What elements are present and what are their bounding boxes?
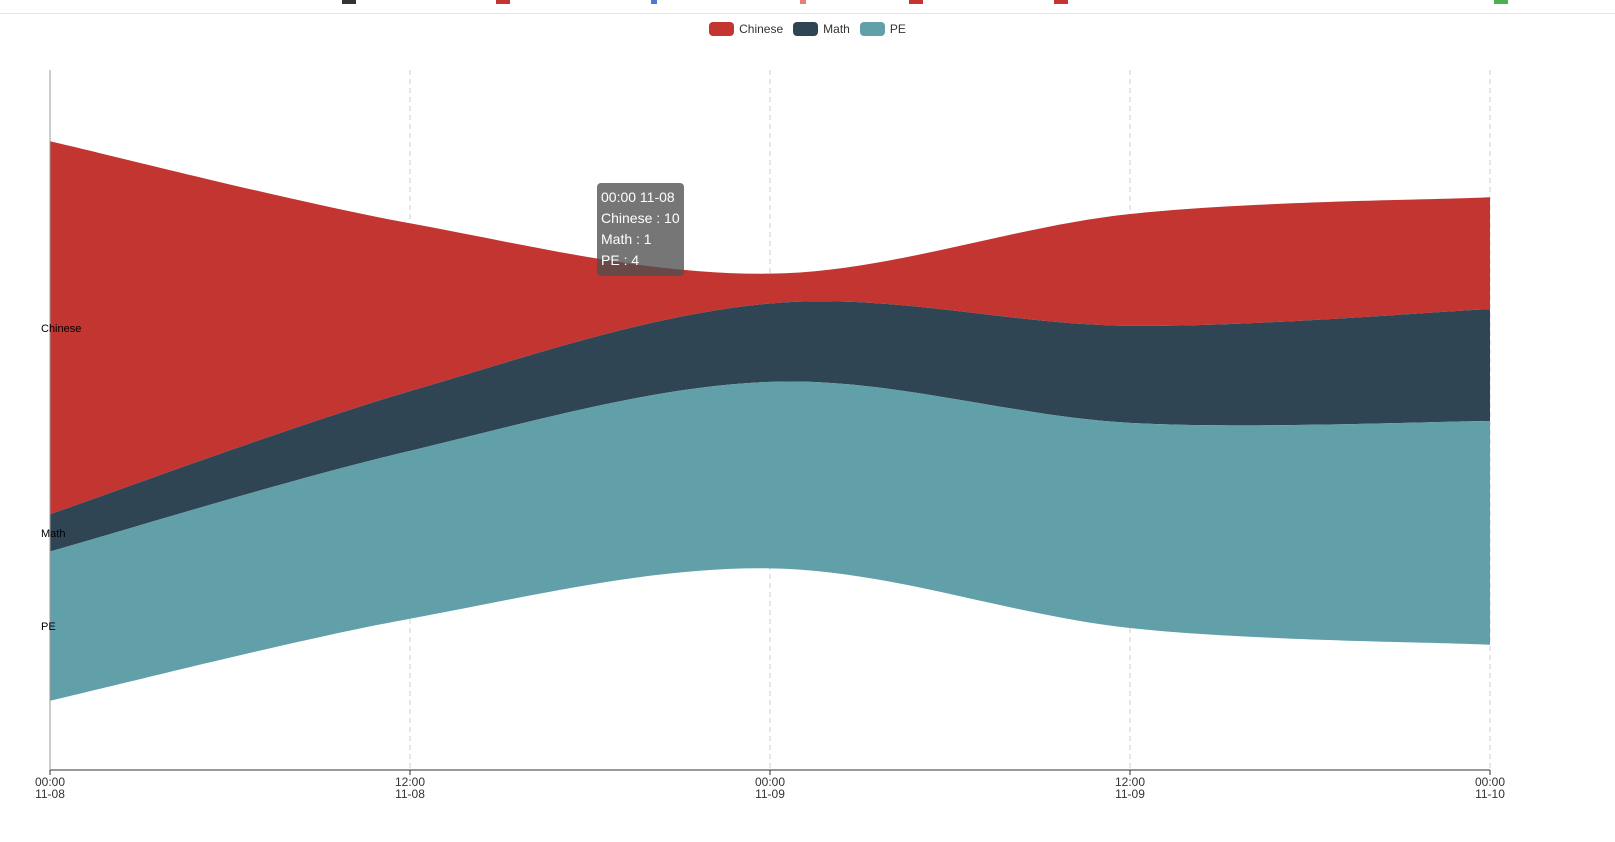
toolbar-mark bbox=[800, 0, 806, 4]
legend-item-pe[interactable]: PE bbox=[859, 22, 906, 36]
x-tick-label: 11-09 bbox=[1115, 787, 1145, 801]
toolbar-mark bbox=[342, 0, 356, 4]
river-band-pe[interactable] bbox=[50, 381, 1490, 701]
x-tick-label: 11-08 bbox=[395, 787, 425, 801]
time-axis: 00:0011-0812:0011-0800:0011-0912:0011-09… bbox=[35, 70, 1505, 801]
river-streams bbox=[50, 141, 1490, 701]
x-tick-label: 12:00 bbox=[395, 775, 425, 789]
legend-label: Math bbox=[823, 22, 850, 36]
series-labels: Chinese Math PE bbox=[41, 323, 81, 633]
series-label-pe: PE bbox=[41, 621, 56, 633]
x-tick-label: 00:00 bbox=[35, 775, 65, 789]
toolbar-mark bbox=[1054, 0, 1068, 4]
legend-swatch-icon bbox=[709, 22, 735, 36]
toolbar-mark bbox=[496, 0, 510, 4]
toolbar-mark bbox=[651, 0, 657, 4]
series-label-chinese: Chinese bbox=[41, 323, 81, 335]
legend-label: Chinese bbox=[739, 22, 784, 36]
legend: Chinese Math PE bbox=[0, 22, 1615, 36]
toolbar-mark bbox=[909, 0, 923, 4]
x-tick-label: 11-10 bbox=[1475, 787, 1505, 801]
x-tick-label: 11-09 bbox=[755, 787, 785, 801]
legend-swatch-icon bbox=[859, 22, 885, 36]
top-toolbar-strip bbox=[0, 0, 1615, 14]
legend-item-math[interactable]: Math bbox=[793, 22, 850, 36]
x-tick-label: 00:00 bbox=[1475, 775, 1505, 789]
legend-label: PE bbox=[889, 22, 906, 36]
x-tick-label: 11-08 bbox=[35, 787, 65, 801]
x-tick-label: 12:00 bbox=[1115, 775, 1145, 789]
legend-swatch-icon bbox=[793, 22, 819, 36]
river-band-math[interactable] bbox=[50, 301, 1490, 552]
river-band-chinese[interactable] bbox=[50, 141, 1490, 515]
toolbar-mark bbox=[1494, 0, 1508, 4]
x-tick-label: 00:00 bbox=[755, 775, 785, 789]
legend-item-chinese[interactable]: Chinese bbox=[709, 22, 783, 36]
series-label-math: Math bbox=[41, 528, 65, 540]
